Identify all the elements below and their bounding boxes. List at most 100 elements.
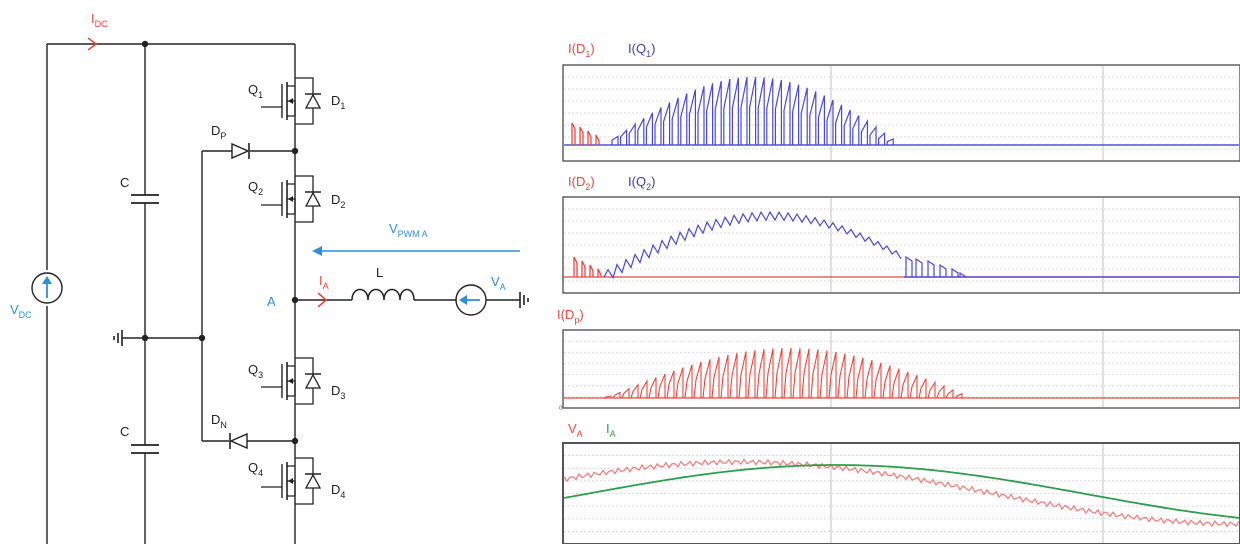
ground-symbol-neutral xyxy=(113,330,123,346)
q1-current-pulse xyxy=(843,109,851,145)
legend-i-q1: I(Q1) xyxy=(628,41,655,59)
capacitor-bottom xyxy=(131,444,159,454)
dp-current-pulse xyxy=(936,384,945,399)
q1-current-pulse xyxy=(671,97,679,145)
inductor-label: L xyxy=(376,265,383,280)
vpwm-label: VPWM A xyxy=(389,221,428,239)
mosfet-arrow xyxy=(288,478,293,484)
d1-current-spike xyxy=(579,126,584,145)
body-diode xyxy=(304,191,322,207)
ac-voltage-source xyxy=(455,284,487,316)
ia-current-trace xyxy=(563,464,1240,519)
body-diode xyxy=(304,93,322,109)
dp-current-pulse xyxy=(927,380,936,399)
q2-current-tail-pulse xyxy=(905,255,913,277)
ground-symbol-output xyxy=(519,292,529,308)
q1-current-pulse xyxy=(645,112,653,145)
dp-current-pulse xyxy=(801,348,810,399)
dp-current-pulse xyxy=(684,364,693,399)
q1-current-pulse xyxy=(783,81,791,145)
q1-current-pulse xyxy=(654,107,662,145)
q1-current-pulse xyxy=(774,79,782,145)
dp-current-pulse xyxy=(783,347,792,399)
q1-current-pulse xyxy=(697,86,705,145)
vdc-label: VDC xyxy=(10,302,32,320)
q1-current-pulse xyxy=(757,77,765,145)
dp-current-pulse xyxy=(675,367,684,399)
dp-current-pulse xyxy=(819,350,828,399)
cap-top-label: C xyxy=(120,175,129,190)
dp-current-pulse xyxy=(648,377,657,399)
junction-dot xyxy=(198,334,206,342)
dp-current-pulse xyxy=(630,383,639,399)
dp-current-pulse xyxy=(810,349,819,399)
junction-dot xyxy=(141,40,149,48)
switch-q2-d2 xyxy=(261,175,322,223)
dp-current-pulse xyxy=(621,387,630,399)
dn-label: DN xyxy=(211,412,227,430)
mosfet-arrow xyxy=(288,196,293,202)
q1-current-pulse xyxy=(714,80,722,145)
cap-bottom-label: C xyxy=(120,424,129,439)
legend-i-d1: I(D1) xyxy=(568,41,595,59)
legend-i-q2: I(Q2) xyxy=(628,174,655,192)
dp-label: DP xyxy=(211,123,226,141)
q1-current-pulse xyxy=(809,91,817,145)
d2-current-spike xyxy=(597,268,602,277)
q2-current-tail-pulse xyxy=(959,271,967,278)
diode-dn xyxy=(229,432,248,450)
q1-current-pulse xyxy=(620,128,628,145)
dp-current-pulse xyxy=(873,362,882,399)
q1-current-pulse xyxy=(628,122,636,145)
dp-current-pulse xyxy=(855,357,864,399)
dp-current-pulse xyxy=(918,378,927,399)
d2-current-spike xyxy=(581,260,586,277)
dp-current-pulse xyxy=(837,353,846,399)
dp-current-pulse xyxy=(666,370,675,399)
legend-i-d2: I(D2) xyxy=(568,174,595,192)
dp-current-pulse xyxy=(657,373,666,399)
idc-arrow xyxy=(87,37,98,51)
q1-current-pulse xyxy=(723,79,731,145)
waveform-panels: I(D1) I(Q1) I(D2) I(Q2) I(Dp) 0 VA IA xyxy=(557,41,1240,544)
dp-current-pulse xyxy=(765,348,774,399)
switch-q4-d4 xyxy=(261,457,322,505)
q1-current-pulse xyxy=(680,93,688,145)
mosfet-arrow xyxy=(288,378,293,384)
idc-label: IDC xyxy=(91,11,108,29)
d1-current-spike xyxy=(587,130,592,145)
dp-current-pulse xyxy=(909,374,918,399)
dp-current-pulse xyxy=(756,349,765,399)
body-diode xyxy=(304,373,322,389)
dp-current-pulse xyxy=(711,356,720,399)
legend-i-dp: I(Dp) xyxy=(557,307,584,325)
dp-current-pulse xyxy=(693,361,702,399)
dp-current-pulse xyxy=(945,388,954,399)
q1-current-pulse xyxy=(766,78,774,145)
q4-label: Q4 xyxy=(248,460,263,478)
dp-current-pulse xyxy=(882,365,891,399)
va-label: VA xyxy=(491,274,506,292)
dp-current-pulse xyxy=(891,368,900,399)
dp-current-pulse xyxy=(729,352,738,399)
node-a-label: A xyxy=(267,294,276,309)
plot-dp-zero-tick: 0 xyxy=(559,406,563,412)
body-diode xyxy=(304,473,322,489)
q1-current-pulse xyxy=(835,104,843,145)
q1-current-pulse xyxy=(740,77,748,145)
q1-current-pulse xyxy=(852,115,860,145)
q2-current-zigzag xyxy=(603,210,902,280)
q2-current-tail-pulse xyxy=(939,263,947,277)
q1-current-pulse xyxy=(637,118,645,145)
switch-q1-d1 xyxy=(261,77,322,125)
dp-current-pulse xyxy=(828,351,837,399)
q2-label: Q2 xyxy=(248,179,263,197)
plot-dp-traces xyxy=(564,347,1239,399)
dp-current-pulse xyxy=(702,359,711,399)
plot-va-ia-traces xyxy=(563,458,1240,528)
q2-current-tail-pulse xyxy=(951,267,959,277)
d2-current-spike xyxy=(589,264,594,277)
q1-current-pulse xyxy=(869,125,877,145)
dp-current-pulse xyxy=(864,359,873,399)
